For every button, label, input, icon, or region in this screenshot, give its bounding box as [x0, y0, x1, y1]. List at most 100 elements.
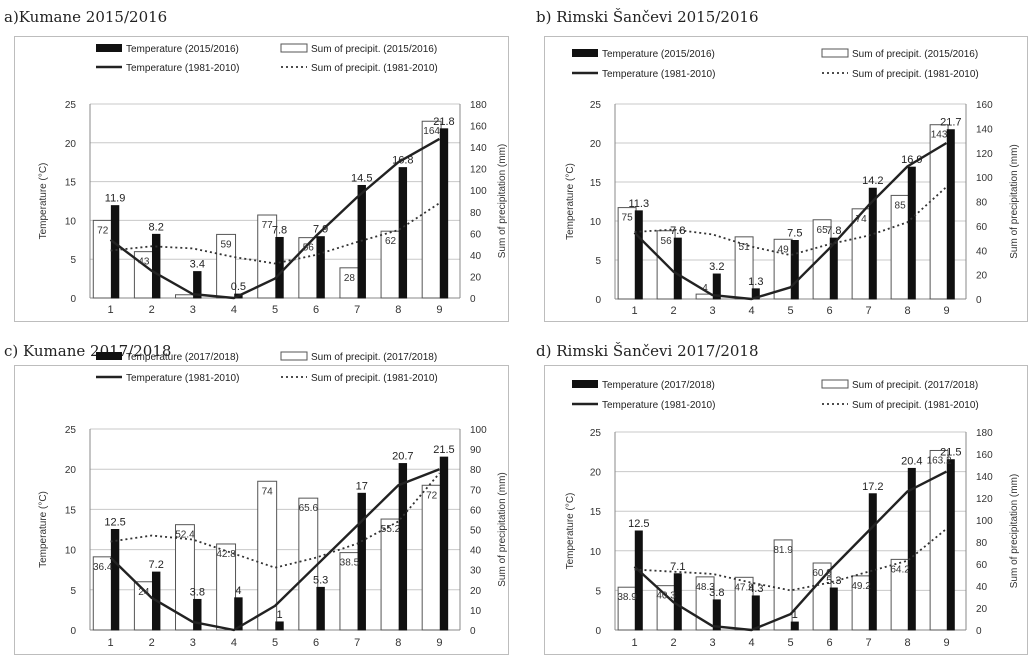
y-axis-title: Temperature (°C) — [38, 163, 49, 240]
y-tick-label: 5 — [70, 586, 76, 597]
precipitation-label: 65.6 — [299, 503, 319, 514]
temperature-label: 21.5 — [433, 444, 454, 456]
temperature-bar — [193, 271, 202, 299]
legend-swatch-temperature — [572, 49, 598, 57]
temperature-label: 4.3 — [748, 583, 763, 595]
temperature-bar — [234, 597, 243, 631]
precipitation-bar — [773, 539, 793, 631]
temperature-bar — [751, 595, 760, 631]
temperature-bar — [634, 210, 643, 300]
y-tick-label: 10 — [65, 546, 77, 557]
y-tick-label: 10 — [590, 217, 602, 228]
temperature-normal-line — [109, 137, 441, 300]
x-tick-label: 4 — [231, 637, 237, 649]
precipitation-label: 24 — [138, 587, 150, 598]
temperature-label: 8.2 — [149, 221, 164, 233]
chart-frame — [14, 36, 509, 322]
temperature-label: 20.4 — [901, 455, 922, 467]
legend-swatch-temperature — [572, 380, 598, 388]
y-tick-label: 15 — [65, 505, 77, 516]
legend-label: Sum of precipit. (2017/2018) — [311, 352, 437, 363]
temperature-label: 11.3 — [628, 198, 649, 210]
temperature-bar — [398, 167, 408, 299]
y-tick-label: 15 — [590, 178, 602, 189]
temperature-bar — [946, 459, 955, 631]
legend-label: Sum of precipit. (1981-2010) — [311, 373, 438, 384]
temperature-bar — [829, 237, 838, 300]
y2-tick-label: 60 — [976, 222, 988, 233]
y2-tick-label: 180 — [976, 428, 993, 439]
legend-label: Sum of precipit. (1981-2010) — [311, 63, 438, 74]
y2-tick-label: 120 — [470, 165, 487, 176]
temperature-label: 3.4 — [190, 259, 205, 271]
temperature-bar — [790, 240, 799, 300]
legend-swatch-precipitation — [280, 43, 308, 53]
precipitation-label: 42.8 — [216, 549, 236, 560]
x-tick-label: 8 — [904, 305, 910, 317]
y2-tick-label: 180 — [470, 100, 487, 111]
temperature-label: 7.5 — [787, 228, 802, 240]
y-tick-label: 20 — [65, 465, 77, 476]
temperature-label: 7.1 — [670, 561, 685, 573]
temperature-bar — [398, 463, 408, 631]
temperature-normal-line — [633, 141, 948, 301]
x-tick-label: 7 — [354, 637, 360, 649]
temperature-bar — [907, 166, 916, 300]
temperature-bar — [439, 456, 449, 631]
precipitation-label: 43 — [138, 257, 150, 268]
legend-swatch-precipitation — [280, 351, 308, 361]
legend-swatch-temperature — [96, 44, 122, 52]
precipitation-label: 51 — [739, 242, 751, 253]
y-tick-label: 25 — [590, 428, 602, 439]
temperature-bar — [193, 598, 202, 631]
y2-axis-title: Sum of precipitation (mm) — [497, 472, 508, 586]
x-tick-label: 6 — [313, 304, 319, 316]
y-axis-title: Temperature (°C) — [565, 163, 576, 240]
temperature-label: 16.9 — [901, 154, 922, 166]
temperature-bar — [868, 187, 877, 300]
temperature-label: 3.2 — [709, 261, 724, 273]
y-tick-label: 15 — [65, 178, 77, 189]
y2-tick-label: 10 — [470, 606, 482, 617]
temperature-bar — [829, 587, 838, 631]
temperature-bar — [673, 237, 682, 300]
legend-label: Sum of precipit. (2015/2016) — [311, 44, 437, 55]
temperature-bar — [712, 599, 721, 631]
y2-tick-label: 40 — [470, 251, 482, 262]
y-tick-label: 20 — [65, 139, 77, 150]
temperature-bar — [110, 529, 120, 631]
temperature-label: 17.2 — [862, 481, 883, 493]
precipitation-label: 81.9 — [773, 545, 793, 556]
precipitation-bar — [380, 518, 401, 631]
temperature-label: 17 — [356, 480, 368, 492]
y2-tick-label: 140 — [976, 472, 993, 483]
legend-label: Temperature (1981-2010) — [126, 373, 239, 384]
y2-tick-label: 20 — [470, 586, 482, 597]
precipitation-label: 62 — [385, 236, 397, 247]
temperature-label: 7.8 — [670, 225, 685, 237]
temperature-label: 16.8 — [392, 155, 413, 167]
temperature-label: 7.8 — [826, 225, 841, 237]
legend-label: Temperature (2015/2016) — [126, 44, 239, 55]
precipitation-label: 60.9 — [812, 568, 832, 579]
precipitation-label: 47.9 — [734, 582, 754, 593]
y2-tick-label: 30 — [470, 566, 482, 577]
chart-frame — [544, 36, 1028, 322]
temperature-bar — [151, 233, 161, 299]
x-tick-label: 5 — [272, 637, 278, 649]
y2-tick-label: 120 — [976, 494, 993, 505]
temperature-label: 1 — [792, 609, 798, 621]
legend-swatch-temperature — [96, 352, 122, 360]
precipitation-label: 52.4 — [175, 530, 195, 541]
x-tick-label: 2 — [149, 304, 155, 316]
precipitation-bar — [216, 543, 237, 631]
legend-swatch-precipitation — [821, 48, 849, 58]
temperature-bar — [357, 184, 366, 299]
precipitation-label: 4 — [702, 283, 708, 294]
temperature-label: 12.5 — [628, 518, 649, 530]
panel-title: d) Rimski Šančevi 2017/2018 — [536, 342, 759, 360]
y2-tick-label: 20 — [470, 272, 482, 283]
precipitation-label: 59 — [221, 239, 233, 250]
